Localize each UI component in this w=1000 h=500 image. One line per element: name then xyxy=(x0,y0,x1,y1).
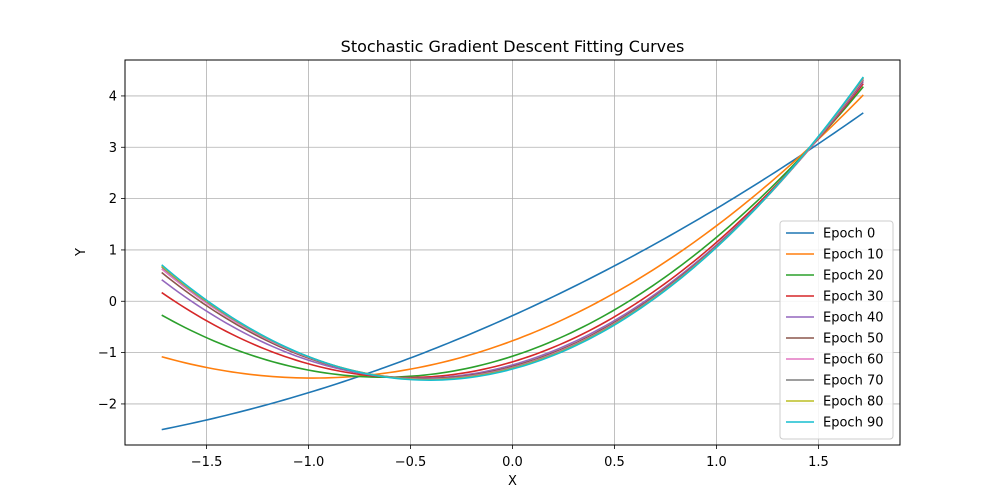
x-tick-label: −1.5 xyxy=(191,455,223,470)
x-tick-label: 0.0 xyxy=(502,455,523,470)
y-tick-label: 4 xyxy=(109,89,117,104)
legend: Epoch 0 Epoch 10 Epoch 20 Epoch 30 Epoch 40 E… xyxy=(779,220,894,440)
legend-label: Epoch 50 xyxy=(823,332,883,347)
x-tick-label: 1.5 xyxy=(808,455,829,470)
series-lines xyxy=(161,76,864,431)
series-line-1 xyxy=(161,112,864,431)
series-line-2 xyxy=(161,94,864,379)
x-tick-label: 1.0 xyxy=(706,455,727,470)
y-tick-label: 3 xyxy=(109,141,117,156)
legend-label: Epoch 90 xyxy=(823,416,883,431)
x-axis-label: X xyxy=(508,474,517,489)
series-line-4 xyxy=(161,83,864,379)
x-tick-label: −0.5 xyxy=(395,455,427,470)
legend-label: Epoch 10 xyxy=(823,248,883,263)
series-line-10 xyxy=(161,76,864,381)
y-tick-label: 0 xyxy=(109,295,117,310)
legend-label: Epoch 80 xyxy=(823,395,883,410)
legend-label: Epoch 30 xyxy=(823,290,883,305)
legend-label: Epoch 40 xyxy=(823,311,883,326)
y-axis-label: Y xyxy=(74,248,89,257)
grid xyxy=(125,60,900,445)
chart-title: Stochastic Gradient Descent Fitting Curv… xyxy=(341,37,685,56)
series-line-3 xyxy=(161,86,864,379)
y-tick-label: −2 xyxy=(98,397,117,412)
x-tick-label: 0.5 xyxy=(604,455,625,470)
axis-ticks: −1.5 −1.0 −0.5 0.0 0.5 1.0 1.5 −2 −1 0 1 2 3 4 xyxy=(98,89,829,470)
x-tick-label: −1.0 xyxy=(293,455,325,470)
y-tick-label: −1 xyxy=(98,346,117,361)
y-tick-label: 2 xyxy=(109,192,117,207)
legend-label: Epoch 0 xyxy=(823,227,875,242)
y-tick-label: 1 xyxy=(109,243,117,258)
legend-label: Epoch 70 xyxy=(823,374,883,389)
legend-label: Epoch 20 xyxy=(823,269,883,284)
legend-label: Epoch 60 xyxy=(823,353,883,368)
